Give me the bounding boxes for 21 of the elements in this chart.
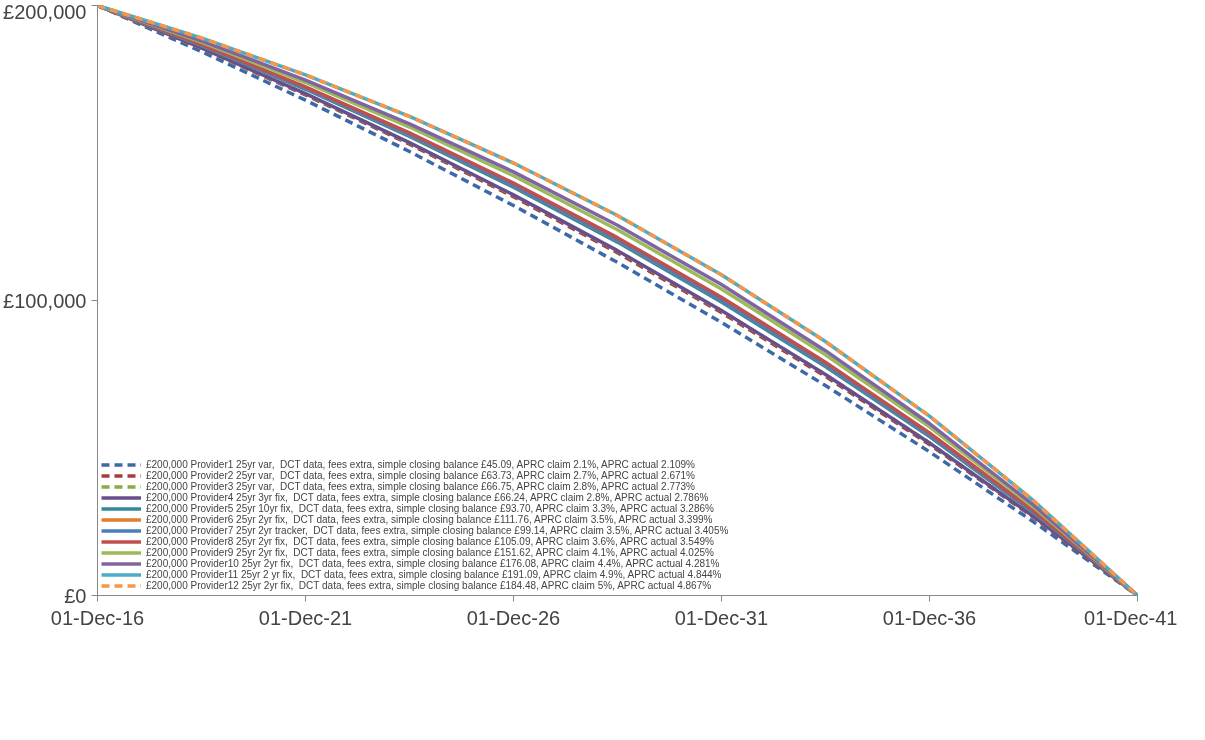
y-tick-label: £200,000 bbox=[3, 0, 87, 23]
x-tick-label: 01-Dec-31 bbox=[674, 606, 769, 629]
y-tick-label: £100,000 bbox=[3, 289, 87, 312]
legend-label: £200,000 Provider10 25yr 2yr fix, DCT data, fees extra, simple closing balance £176.08, APRC claim 4.4%, APRC actual 4.281% bbox=[146, 558, 720, 569]
legend-label: £200,000 Provider6 25yr 2yr fix, DCT data, fees extra, simple closing balance £111.76, APRC claim 3.5%, APRC actual 3.399% bbox=[146, 514, 713, 525]
legend-label: £200,000 Provider4 25yr 3yr fix, DCT data, fees extra, simple closing balance £66.24, APRC claim 2.8%, APRC actual 2.786% bbox=[146, 492, 709, 503]
legend-label: £200,000 Provider12 25yr 2yr fix, DCT data, fees extra, simple closing balance £184.48, APRC claim 5%, APRC actual 4.867% bbox=[146, 580, 712, 591]
legend-label: £200,000 Provider9 25yr 2yr fix, DCT data, fees extra, simple closing balance £151.62, APRC claim 4.1%, APRC actual 4.025% bbox=[146, 547, 714, 558]
legend-label: £200,000 Provider5 25yr 10yr fix, DCT data, fees extra, simple closing balance £93.70, APRC claim 3.3%, APRC actual 3.286% bbox=[146, 503, 714, 514]
legend-label: £200,000 Provider7 25yr 2yr tracker, DCT data, fees extra, simple closing balance £99.14, APRC claim 3.5%, APRC actual 3.405% bbox=[146, 525, 729, 536]
x-tick-label: 01-Dec-26 bbox=[466, 606, 561, 629]
legend-label: £200,000 Provider3 25yr var, DCT data, fees extra, simple closing balance £66.75, APRC claim 2.8%, APRC actual 2.773% bbox=[146, 481, 695, 492]
x-tick-label: 01-Dec-41 bbox=[1084, 606, 1178, 629]
legend-label: £200,000 Provider8 25yr 2yr fix, DCT data, fees extra, simple closing balance £105.09, APRC claim 3.6%, APRC actual 3.549% bbox=[146, 536, 714, 547]
legend-label: £200,000 Provider2 25yr var, DCT data, fees extra, simple closing balance £63.73, APRC claim 2.7%, APRC actual 2.671% bbox=[146, 470, 695, 481]
y-tick-label: £0 bbox=[64, 584, 87, 607]
legend-label: £200,000 Provider1 25yr var, DCT data, fees extra, simple closing balance £45.09, APRC claim 2.1%, APRC actual 2.109% bbox=[146, 459, 695, 470]
x-tick-label: 01-Dec-36 bbox=[882, 606, 977, 629]
x-tick-label: 01-Dec-21 bbox=[258, 606, 353, 629]
x-tick-label: 01-Dec-16 bbox=[50, 606, 145, 629]
legend-label: £200,000 Provider11 25yr 2 yr fix, DCT data, fees extra, simple closing balance £191.09, APRC claim 4.9%, APRC actual 4.844% bbox=[146, 569, 722, 580]
